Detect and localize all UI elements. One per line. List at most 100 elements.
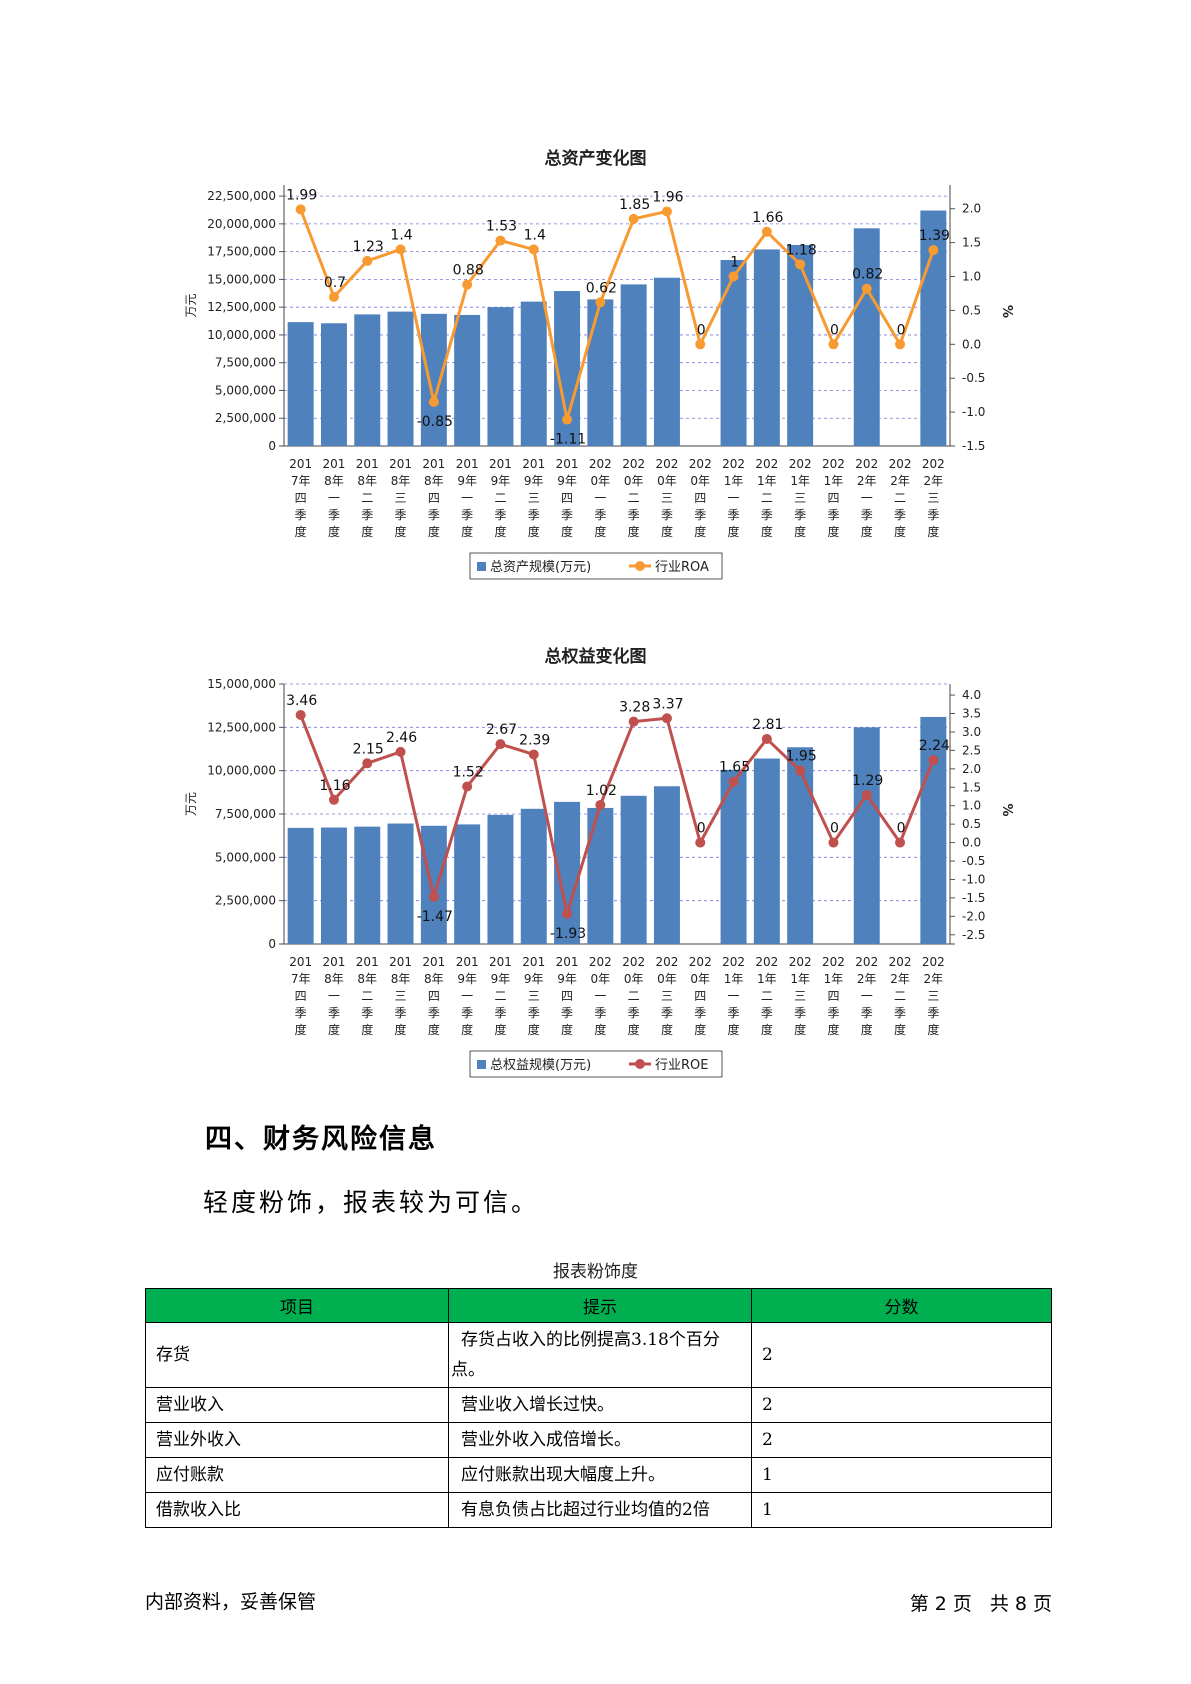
x-tick-label: 三 bbox=[395, 989, 407, 1003]
x-tick-label: 1年 bbox=[724, 474, 744, 488]
x-tick-label: 一 bbox=[861, 989, 873, 1003]
x-tick-label: 季 bbox=[428, 508, 440, 522]
bar bbox=[387, 823, 414, 944]
y-tick-label: 5,000,000 bbox=[215, 850, 276, 864]
x-tick-label: 1年 bbox=[790, 474, 810, 488]
y2-tick-label: -0.5 bbox=[962, 854, 985, 868]
x-tick-label: 四 bbox=[694, 989, 706, 1003]
x-tick-label: 202 bbox=[922, 955, 945, 969]
x-tick-label: 二 bbox=[628, 491, 640, 505]
line-point bbox=[695, 339, 706, 350]
x-tick-label: 202 bbox=[622, 457, 645, 471]
bar bbox=[454, 824, 481, 944]
x-tick-label: 季 bbox=[927, 508, 939, 522]
x-tick-label: 202 bbox=[722, 457, 745, 471]
x-tick-label: 1年 bbox=[824, 474, 844, 488]
x-tick-label: 季 bbox=[328, 1006, 340, 1020]
x-tick-label: 季 bbox=[761, 1006, 773, 1020]
x-tick-label: 二 bbox=[361, 491, 373, 505]
x-tick-label: 度 bbox=[594, 1022, 606, 1037]
x-tick-label: 季 bbox=[528, 508, 540, 522]
cell-score: 2 bbox=[751, 1387, 1052, 1423]
line-point bbox=[595, 799, 606, 810]
x-tick-label: 8年 bbox=[357, 972, 377, 986]
x-tick-label: 202 bbox=[922, 457, 945, 471]
data-label: 1.18 bbox=[786, 242, 817, 258]
y-tick-label: 15,000,000 bbox=[207, 272, 276, 286]
risk-table: 项目 提示 分数 存货 存货占收入的比例提高3.18个百分点。 2 营业收入 营… bbox=[145, 1288, 1052, 1528]
line-point bbox=[495, 235, 506, 246]
cell-hint: 营业外收入成倍增长。 bbox=[448, 1422, 752, 1458]
x-tick-label: 季 bbox=[661, 1006, 673, 1020]
data-label: 2.67 bbox=[486, 722, 517, 738]
x-tick-label: 度 bbox=[927, 1022, 939, 1037]
data-label: 0.7 bbox=[324, 275, 346, 291]
data-label: 0.88 bbox=[453, 263, 484, 279]
x-tick-label: 二 bbox=[628, 989, 640, 1003]
x-tick-label: 9年 bbox=[491, 972, 511, 986]
line-point bbox=[362, 255, 373, 266]
line-point bbox=[761, 226, 772, 237]
x-tick-label: 三 bbox=[661, 989, 673, 1003]
x-tick-label: 9年 bbox=[457, 972, 477, 986]
x-tick-label: 202 bbox=[689, 955, 712, 969]
x-tick-label: 202 bbox=[855, 457, 878, 471]
bar bbox=[853, 228, 880, 446]
x-tick-label: 季 bbox=[295, 508, 307, 522]
x-tick-label: 季 bbox=[594, 1006, 606, 1020]
table-row: 借款收入比 有息负债占比超过行业均值的2倍 1 bbox=[145, 1492, 1052, 1528]
x-tick-label: 2年 bbox=[890, 474, 910, 488]
x-tick-label: 201 bbox=[322, 457, 345, 471]
y2-tick-label: -1.5 bbox=[962, 439, 985, 453]
data-label: 2.39 bbox=[519, 732, 550, 748]
x-tick-label: 四 bbox=[827, 491, 839, 505]
x-tick-label: 201 bbox=[556, 955, 579, 969]
x-tick-label: 季 bbox=[361, 508, 373, 522]
data-label: 2.24 bbox=[919, 738, 950, 754]
x-tick-label: 度 bbox=[728, 1022, 740, 1037]
data-label: 1.23 bbox=[353, 239, 384, 255]
x-tick-label: 季 bbox=[428, 1006, 440, 1020]
y2-tick-label: 1.0 bbox=[962, 799, 981, 813]
data-label: -1.47 bbox=[417, 909, 453, 925]
line-point bbox=[528, 749, 539, 760]
bar bbox=[520, 808, 547, 944]
x-tick-label: 8年 bbox=[391, 972, 411, 986]
x-tick-label: 四 bbox=[428, 989, 440, 1003]
y2-tick-label: 1.5 bbox=[962, 236, 981, 250]
x-tick-label: 一 bbox=[728, 989, 740, 1003]
data-label: 3.46 bbox=[286, 693, 317, 709]
x-tick-label: 三 bbox=[794, 989, 806, 1003]
y-tick-label: 2,500,000 bbox=[215, 894, 276, 908]
data-label: 1.4 bbox=[390, 227, 412, 243]
x-tick-label: 四 bbox=[295, 989, 307, 1003]
x-tick-label: 201 bbox=[489, 457, 512, 471]
bar bbox=[487, 307, 514, 446]
y2-tick-label: 0.5 bbox=[962, 303, 981, 317]
x-tick-label: 二 bbox=[761, 989, 773, 1003]
data-label: 0.82 bbox=[852, 267, 883, 283]
x-tick-label: 201 bbox=[422, 955, 445, 969]
line-point bbox=[562, 908, 573, 919]
cell-item: 应付账款 bbox=[145, 1457, 449, 1493]
data-label: 1.65 bbox=[719, 760, 750, 776]
x-tick-label: 7年 bbox=[291, 474, 311, 488]
x-tick-label: 1年 bbox=[824, 972, 844, 986]
x-tick-label: 201 bbox=[422, 457, 445, 471]
legend-box bbox=[469, 1050, 723, 1078]
x-tick-label: 季 bbox=[561, 508, 573, 522]
bar bbox=[653, 277, 680, 446]
x-tick-label: 度 bbox=[628, 524, 640, 539]
y-tick-label: 10,000,000 bbox=[207, 764, 276, 778]
x-tick-label: 度 bbox=[728, 524, 740, 539]
section-heading: 四、财务风险信息 bbox=[205, 1124, 437, 1155]
x-tick-label: 8年 bbox=[324, 972, 344, 986]
bar bbox=[753, 758, 780, 944]
x-tick-label: 9年 bbox=[491, 474, 511, 488]
x-tick-label: 季 bbox=[794, 1006, 806, 1020]
x-tick-label: 度 bbox=[894, 1022, 906, 1037]
x-tick-label: 度 bbox=[827, 524, 839, 539]
y2-tick-label: -1.0 bbox=[962, 872, 985, 886]
y2-tick-label: 0.0 bbox=[962, 337, 981, 351]
bar bbox=[287, 827, 314, 944]
